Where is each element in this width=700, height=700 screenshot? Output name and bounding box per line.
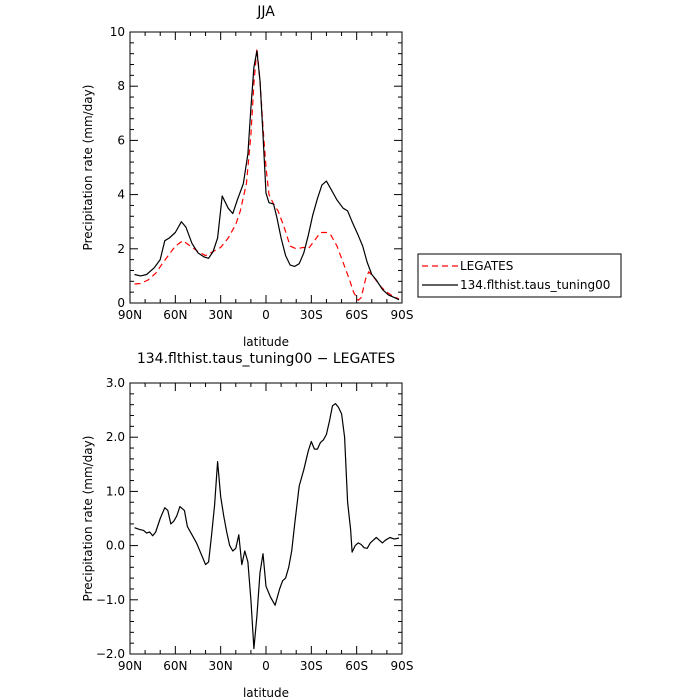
legend-label: 134.flthist.taus_tuning00 <box>460 278 610 292</box>
x-tick-label: 60N <box>163 308 187 322</box>
y-tick-label: 1.0 <box>106 484 125 498</box>
y-tick-label: 0.0 <box>106 539 125 553</box>
y-tick-label: −2.0 <box>96 647 125 661</box>
x-tick-label: 30N <box>209 308 233 322</box>
y-tick-label: 6 <box>117 133 125 147</box>
chart-title: 134.flthist.taus_tuning00 − LEGATES <box>137 351 395 367</box>
x-tick-label: 30S <box>300 308 323 322</box>
x-tick-label: 60S <box>345 308 368 322</box>
y-tick-label: 8 <box>117 79 125 93</box>
x-tick-label: 30S <box>300 659 323 673</box>
x-tick-label: 0 <box>262 308 270 322</box>
x-tick-label: 0 <box>262 659 270 673</box>
y-tick-label: −1.0 <box>96 593 125 607</box>
y-tick-label: 10 <box>110 25 125 39</box>
x-axis-label: latitude <box>243 686 289 700</box>
x-tick-label: 60N <box>163 659 187 673</box>
y-axis-label: Precipitation rate (mm/day) <box>81 85 95 251</box>
x-axis-label: latitude <box>243 335 289 349</box>
y-tick-label: 0 <box>117 296 125 310</box>
series-line-legates <box>134 47 400 301</box>
y-tick-label: 2.0 <box>106 430 125 444</box>
x-tick-label: 90S <box>391 308 414 322</box>
y-tick-label: 4 <box>117 188 125 202</box>
y-tick-label: 2 <box>117 242 125 256</box>
chart-title: JJA <box>256 4 275 20</box>
x-tick-label: 90N <box>118 308 142 322</box>
legend-label: LEGATES <box>460 259 513 273</box>
y-tick-label: 3.0 <box>106 376 125 390</box>
series-line-134-flthist-taus-tuning00 <box>134 50 400 301</box>
y-axis-label: Precipitation rate (mm/day) <box>81 436 95 602</box>
bottom-panel-difference: 134.flthist.taus_tuning00 − LEGATES 90N 60… <box>81 351 413 700</box>
legend-box <box>417 253 622 298</box>
x-tick-label: 90N <box>118 659 142 673</box>
x-tick-label: 60S <box>345 659 368 673</box>
top-panel-jja: JJA 90N 60N 30N 0 30S 60S 90S 0 2 4 6 8 10 latitude Pre… <box>81 4 622 349</box>
x-tick-label: 30N <box>209 659 233 673</box>
difference-series-line <box>134 403 400 650</box>
x-tick-label: 90S <box>391 659 414 673</box>
